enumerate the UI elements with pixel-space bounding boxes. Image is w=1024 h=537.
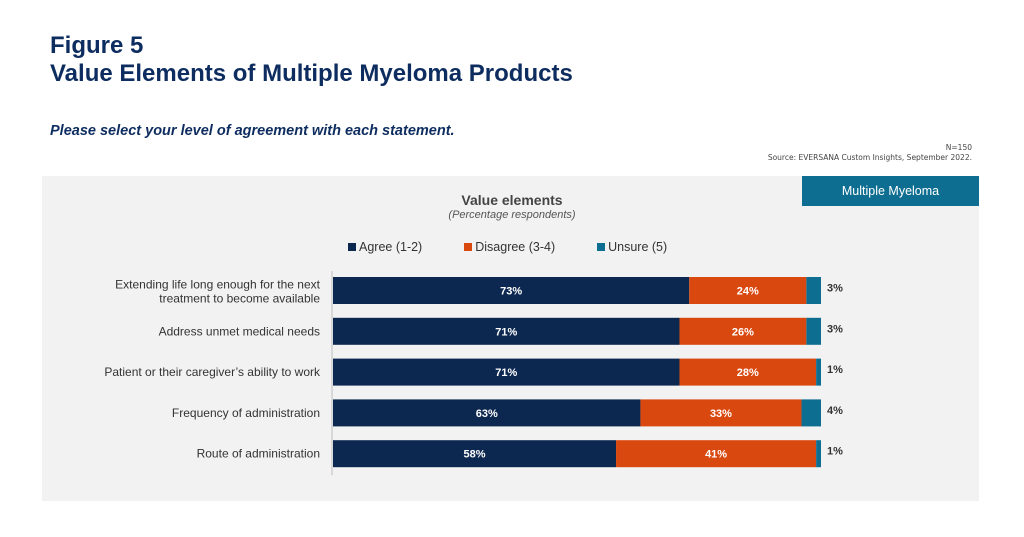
bar-agree (333, 277, 690, 304)
category-label: Patient or their caregiver’s ability to … (104, 365, 321, 379)
figure-label: Figure 5 (50, 32, 144, 59)
source-note: Source: EVERSANA Custom Insights, Septem… (767, 153, 972, 162)
legend-swatch-agree (348, 243, 356, 251)
bar-disagree (679, 358, 817, 386)
survey-question: Please select your level of agreement wi… (50, 123, 455, 139)
legend-swatch-unsure (597, 243, 606, 251)
data-label-disagree: 41% (705, 449, 727, 461)
chart-title: Value elements (461, 192, 563, 208)
bar-agree (333, 399, 641, 427)
bar-unsure (801, 399, 821, 427)
bar-agree (333, 317, 680, 345)
bar-disagree (689, 277, 807, 304)
data-label-agree: 63% (476, 408, 498, 420)
bar-agree (333, 358, 680, 386)
data-label-unsure: 3% (827, 283, 843, 295)
bar-disagree (616, 440, 817, 468)
bar-disagree (679, 317, 807, 345)
data-label-unsure: 4% (827, 405, 843, 417)
data-label-agree: 58% (464, 449, 486, 461)
category-label: Route of administration (197, 447, 320, 461)
data-label-disagree: 24% (737, 286, 759, 298)
legend-label-agree: Agree (1-2) (359, 240, 423, 254)
figure-title: Value Elements of Multiple Myeloma Produ… (50, 60, 573, 87)
bar-unsure (806, 317, 821, 345)
indication-badge: Multiple Myeloma (802, 176, 979, 206)
bar-unsure (806, 277, 821, 304)
legend-label-unsure: Unsure (5) (608, 240, 668, 254)
chart-subtitle: (Percentage respondents) (448, 209, 576, 221)
legend-swatch-disagree (464, 243, 473, 251)
sample-size-note: N=150 (945, 143, 972, 152)
bar-agree (333, 440, 617, 468)
legend-item-agree: Agree (1-2) (348, 240, 422, 254)
data-label-disagree: 33% (710, 408, 732, 420)
bar-disagree (640, 399, 802, 427)
data-label-unsure: 1% (827, 364, 843, 376)
category-label: Frequency of administration (172, 406, 320, 420)
data-label-unsure: 1% (827, 446, 843, 458)
chart-legend: Agree (1-2) Disagree (3-4) Unsure (5) (348, 240, 667, 254)
data-label-agree: 73% (500, 286, 522, 298)
data-label-unsure: 3% (827, 323, 843, 335)
legend-item-disagree: Disagree (3-4) (464, 240, 555, 254)
category-label: Address unmet medical needs (159, 324, 320, 338)
data-label-agree: 71% (495, 367, 517, 379)
legend-label-disagree: Disagree (3-4) (475, 240, 556, 254)
category-label: Extending life long enough for the next t… (115, 278, 320, 306)
data-label-disagree: 28% (737, 367, 759, 379)
legend-item-unsure: Unsure (5) (597, 240, 667, 254)
data-label-agree: 71% (495, 326, 517, 338)
data-label-disagree: 26% (732, 326, 754, 338)
bar-unsure (816, 440, 821, 468)
bar-unsure (816, 358, 821, 386)
